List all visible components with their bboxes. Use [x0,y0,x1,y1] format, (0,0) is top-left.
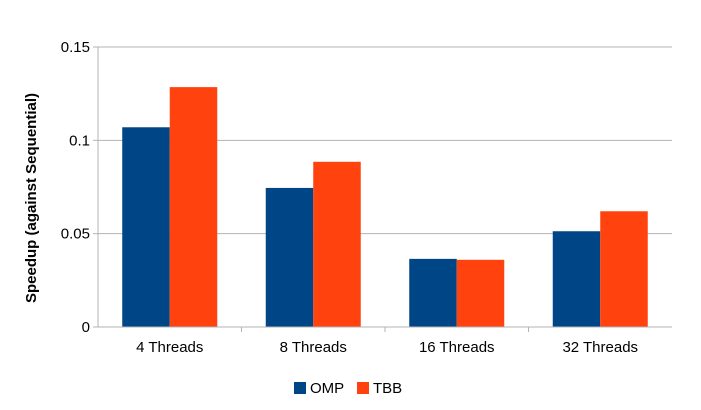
y-tick-label: 0.15 [61,39,90,56]
bars [122,87,648,328]
x-tick-label: 16 Threads [419,339,495,356]
bar-omp-8-threads [265,187,314,327]
bar-tbb-16-threads [456,259,505,327]
legend-swatch-omp [294,382,306,394]
legend-swatch-tbb [357,382,369,394]
y-tick-labels: 0 0.05 0.1 0.15 [61,39,90,336]
x-tick-label: 4 Threads [136,339,203,356]
x-tick-labels: 4 Threads 8 Threads 16 Threads 32 Threads [136,339,638,356]
legend-label-omp: OMP [310,380,344,397]
x-tick-label: 32 Threads [562,339,638,356]
axes [97,47,672,328]
bar-tbb-8-threads [313,161,361,327]
bar-omp-4-threads [122,127,170,328]
legend-label-tbb: TBB [373,380,402,397]
bar-omp-16-threads [409,258,457,327]
bar-tbb-32-threads [600,211,648,327]
y-tick-label: 0.05 [61,226,90,243]
y-axis-label: Speedup (against Sequential) [23,93,40,303]
x-tick-label: 8 Threads [280,339,347,356]
bar-omp-32-threads [552,231,601,327]
y-tick-label: 0.1 [69,132,90,149]
bar-tbb-4-threads [169,87,218,327]
y-tick-label: 0 [82,319,90,336]
legend: OMP TBB [294,380,402,397]
